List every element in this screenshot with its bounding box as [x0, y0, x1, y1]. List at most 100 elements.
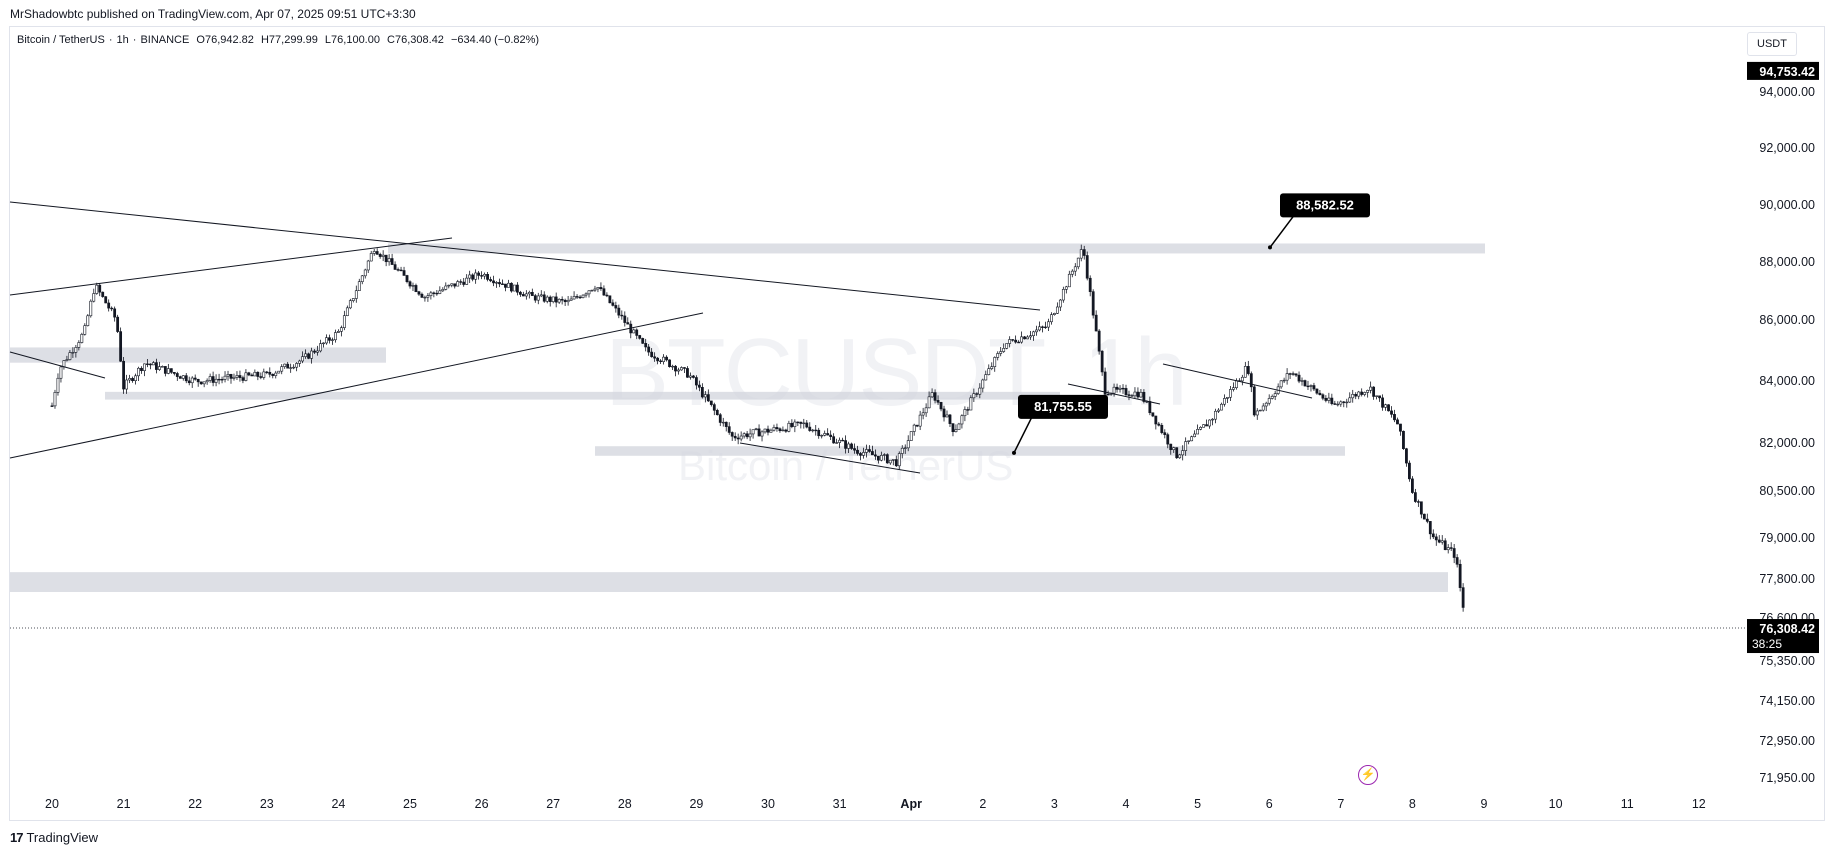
lightning-icon[interactable]: ⚡	[1358, 765, 1378, 785]
candle	[1249, 371, 1253, 393]
candle	[1443, 538, 1447, 551]
candle	[850, 442, 853, 450]
candle	[844, 435, 847, 454]
candle	[623, 311, 627, 327]
candle	[518, 290, 522, 297]
candle	[178, 375, 182, 379]
candle	[748, 428, 752, 441]
candle	[1076, 257, 1080, 270]
candle	[659, 359, 663, 365]
candle	[235, 371, 239, 381]
y-tick-label: 92,000.00	[1759, 141, 1815, 155]
candle	[1208, 419, 1211, 429]
candle	[790, 419, 794, 429]
trend-line	[739, 442, 921, 474]
candle	[1309, 384, 1313, 392]
candle	[268, 367, 272, 378]
candle	[715, 408, 719, 416]
candle	[1002, 343, 1006, 353]
annotation-box	[1018, 394, 1108, 419]
candle	[351, 298, 355, 303]
tradingview-brand[interactable]: 17 TradingView	[10, 830, 98, 845]
candle	[1181, 445, 1185, 461]
y-tick-label: 80,500.00	[1759, 484, 1815, 498]
candle	[1306, 380, 1310, 390]
candle	[98, 283, 102, 297]
candle	[1124, 384, 1128, 397]
candle	[295, 362, 299, 372]
candle	[1020, 331, 1023, 344]
candle	[885, 453, 889, 464]
candle	[575, 294, 579, 300]
candle	[486, 271, 489, 282]
x-tick-label: 27	[546, 797, 560, 811]
candle	[894, 455, 898, 467]
brand-label: TradingView	[26, 830, 99, 845]
symbol-exchange: BINANCE	[140, 34, 190, 46]
candle	[202, 381, 206, 388]
candle	[396, 267, 400, 272]
ohlc-close: C76,308.42	[387, 34, 444, 46]
candle	[906, 435, 910, 452]
candle	[1032, 330, 1035, 341]
trend-line	[9, 351, 106, 379]
candle	[921, 407, 925, 420]
candle	[363, 268, 367, 279]
candle	[778, 427, 782, 433]
support-zone	[595, 446, 1345, 456]
candle	[984, 370, 988, 381]
support-zone	[388, 243, 1485, 254]
candle	[873, 449, 877, 460]
candle	[1011, 339, 1015, 342]
candle	[1303, 379, 1307, 387]
candle	[1411, 476, 1414, 494]
candle	[387, 254, 391, 266]
candle	[530, 288, 534, 296]
candle	[1038, 321, 1041, 332]
candle	[587, 290, 591, 298]
candle	[888, 459, 892, 465]
y-tick-label: 72,950.00	[1759, 734, 1815, 748]
candle	[196, 378, 200, 387]
candle	[1360, 388, 1364, 397]
candle	[137, 366, 140, 382]
candle	[86, 314, 90, 327]
symbol-legend[interactable]: Bitcoin / TetherUS · 1h · BINANCE O76,942.82…	[17, 34, 540, 46]
candle	[453, 283, 457, 289]
x-tick-label: 20	[45, 797, 59, 811]
candle	[438, 286, 442, 295]
candle	[1029, 331, 1032, 340]
candle	[981, 378, 985, 393]
candle	[754, 427, 758, 431]
candle	[876, 455, 880, 464]
candle	[620, 310, 624, 320]
candle	[900, 445, 904, 459]
candle	[175, 371, 179, 381]
candle	[83, 323, 87, 336]
candle	[301, 351, 305, 364]
candle	[262, 368, 266, 380]
candle	[1336, 401, 1340, 407]
currency-selector[interactable]: USDT	[1747, 32, 1797, 56]
candle	[1357, 390, 1361, 400]
candle	[584, 292, 588, 298]
candle	[399, 266, 403, 272]
candle	[1178, 453, 1182, 459]
candle	[217, 373, 221, 385]
candle	[92, 288, 96, 303]
candle	[554, 292, 558, 308]
candle	[1154, 415, 1158, 430]
candle	[608, 295, 612, 304]
annotation-box	[1280, 193, 1370, 218]
candle	[557, 298, 561, 304]
candle	[966, 406, 970, 416]
candle	[89, 299, 93, 318]
candle	[184, 373, 188, 384]
candle	[692, 375, 695, 379]
candle	[163, 366, 167, 377]
candle	[787, 420, 791, 433]
y-tick-label: 77,800.00	[1759, 572, 1815, 586]
top-price-badge	[1747, 61, 1819, 80]
candle	[1246, 360, 1250, 376]
